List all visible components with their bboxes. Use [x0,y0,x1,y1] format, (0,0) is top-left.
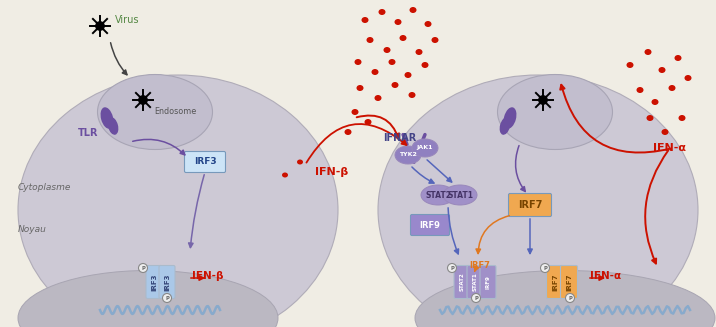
Ellipse shape [357,85,364,91]
FancyBboxPatch shape [546,266,563,299]
Text: IRF3: IRF3 [151,273,157,291]
Ellipse shape [432,37,438,43]
Text: P: P [165,296,169,301]
Ellipse shape [362,17,369,23]
Ellipse shape [392,82,399,88]
Ellipse shape [652,99,659,105]
Text: Noyau: Noyau [18,226,47,234]
Ellipse shape [282,173,288,178]
Ellipse shape [443,185,477,205]
Text: IRF7: IRF7 [552,273,558,291]
Ellipse shape [374,95,382,101]
Text: P: P [543,266,547,270]
Text: JAK1: JAK1 [417,146,433,150]
Text: P: P [474,296,478,301]
Text: P: P [450,266,454,270]
Text: IFN-α: IFN-α [590,271,621,281]
Text: TYK2: TYK2 [399,152,417,158]
FancyBboxPatch shape [480,266,496,299]
Ellipse shape [500,117,511,135]
Ellipse shape [637,87,644,93]
Ellipse shape [379,9,385,15]
Text: STAT2: STAT2 [425,191,451,199]
Ellipse shape [503,107,516,129]
Circle shape [448,264,457,272]
Text: IRF3: IRF3 [164,273,170,291]
Ellipse shape [372,69,379,75]
Ellipse shape [367,37,374,43]
Circle shape [163,294,172,302]
FancyBboxPatch shape [561,266,578,299]
Circle shape [566,294,574,302]
Ellipse shape [384,47,390,53]
Text: P: P [141,266,145,270]
Ellipse shape [674,55,682,61]
FancyBboxPatch shape [159,266,175,299]
Ellipse shape [659,67,665,73]
Ellipse shape [425,21,432,27]
Ellipse shape [97,75,213,149]
FancyBboxPatch shape [185,151,226,173]
Ellipse shape [100,107,113,129]
Text: IRF9: IRF9 [485,275,490,289]
Ellipse shape [662,129,669,135]
Text: IFN-α: IFN-α [653,143,686,153]
Ellipse shape [421,185,455,205]
FancyBboxPatch shape [454,266,470,299]
Text: IFN-β: IFN-β [192,271,223,281]
Ellipse shape [107,117,118,135]
Text: TLR: TLR [78,128,98,138]
Circle shape [472,294,480,302]
Ellipse shape [498,75,612,149]
Ellipse shape [412,139,438,157]
Ellipse shape [400,35,407,41]
Ellipse shape [395,146,421,164]
Ellipse shape [364,119,372,125]
Ellipse shape [415,270,715,327]
Ellipse shape [669,85,675,91]
Ellipse shape [18,270,278,327]
Text: Endosome: Endosome [154,108,196,116]
FancyBboxPatch shape [410,215,450,235]
Text: IRF7: IRF7 [470,261,490,269]
Text: STAT1: STAT1 [473,273,478,291]
Text: IFNAR: IFNAR [383,133,417,143]
Ellipse shape [409,92,415,98]
Circle shape [139,96,147,104]
Ellipse shape [415,49,422,55]
Text: Cytoplasme: Cytoplasme [18,183,72,193]
Ellipse shape [684,75,692,81]
Ellipse shape [378,75,698,327]
Ellipse shape [354,59,362,65]
FancyBboxPatch shape [467,266,483,299]
Circle shape [138,264,147,272]
Text: STAT1: STAT1 [447,191,473,199]
Text: STAT2: STAT2 [460,273,465,291]
Text: P: P [568,296,572,301]
Circle shape [539,96,547,104]
Ellipse shape [389,59,395,65]
FancyBboxPatch shape [146,266,162,299]
Text: IRF7: IRF7 [518,200,542,210]
Ellipse shape [410,7,417,13]
FancyBboxPatch shape [508,194,551,216]
Text: IRF3: IRF3 [194,158,216,166]
Circle shape [541,264,549,272]
Ellipse shape [422,62,428,68]
Circle shape [96,22,105,30]
Text: IRF7: IRF7 [566,273,572,291]
Ellipse shape [405,72,412,78]
Ellipse shape [18,75,338,327]
Text: IRF9: IRF9 [420,220,440,230]
Text: IFN-β: IFN-β [315,167,348,177]
Ellipse shape [644,49,652,55]
Text: Virus: Virus [115,15,140,25]
Ellipse shape [344,129,352,135]
Ellipse shape [647,115,654,121]
Ellipse shape [395,19,402,25]
Ellipse shape [626,62,634,68]
Ellipse shape [679,115,685,121]
Ellipse shape [352,109,359,115]
Ellipse shape [297,160,303,164]
